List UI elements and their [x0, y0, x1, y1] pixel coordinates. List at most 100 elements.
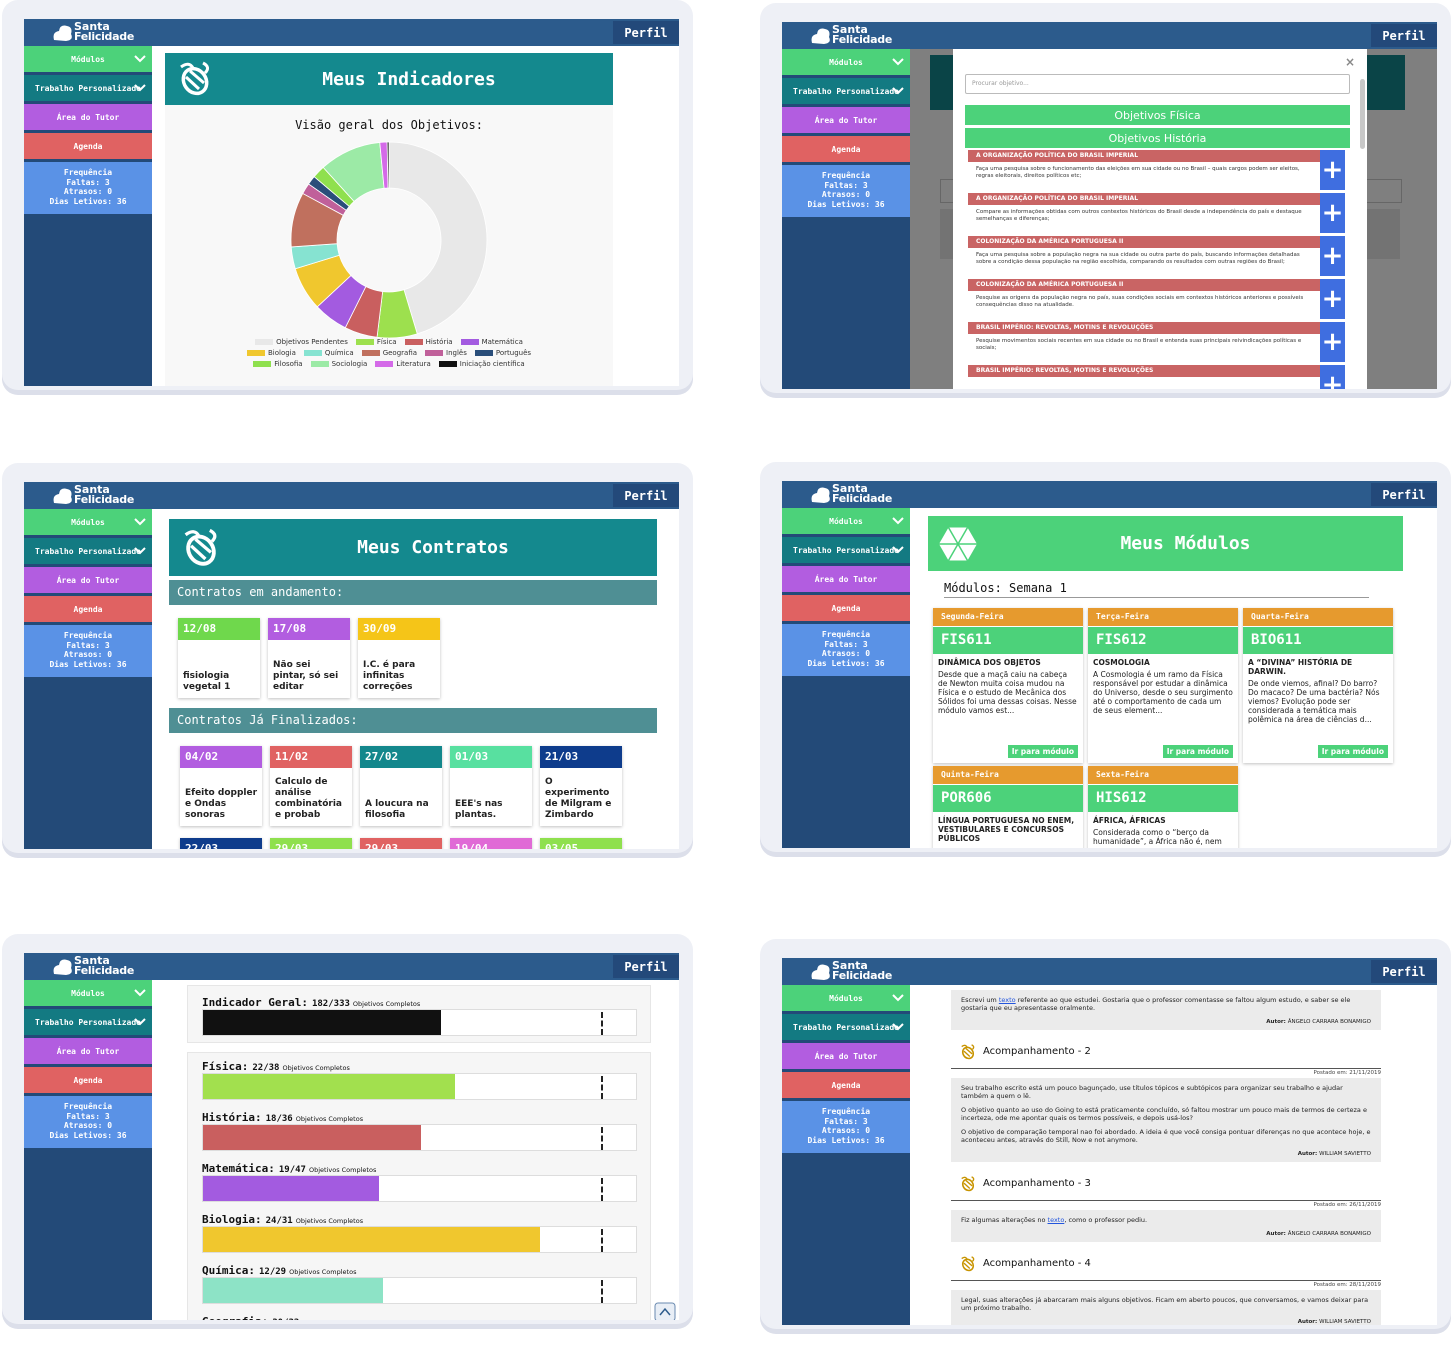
menu-label: Agenda	[831, 603, 861, 613]
menu-item[interactable]: Módulos	[782, 49, 910, 75]
menu-item[interactable]: Trabalho Personalizado	[782, 1014, 910, 1040]
menu-item[interactable]: Área do Tutor	[24, 104, 152, 130]
contract-card[interactable]: 12/08 fisiologia vegetal 1	[178, 618, 260, 698]
chevron-line	[134, 518, 146, 526]
module-button[interactable]: Ir para módulo	[1317, 745, 1388, 758]
menu-item[interactable]: Agenda	[24, 1067, 152, 1093]
objective-title: BRASIL IMPÉRIO: REVOLTAS, MOTINS E REVOL…	[976, 367, 1154, 374]
menu-item[interactable]: Módulos	[24, 46, 152, 72]
section-title: Contratos Já Finalizados:	[177, 713, 358, 727]
contract-card[interactable]: 19/04	[450, 838, 532, 849]
menu-item[interactable]: Agenda	[782, 136, 910, 162]
menu-item[interactable]: Área do Tutor	[782, 566, 910, 592]
week-title: Módulos: Semana 1	[944, 581, 1369, 598]
add-button[interactable]: +	[1320, 365, 1345, 389]
logo-icon	[811, 28, 830, 44]
attendance-line: Faltas: 3	[824, 639, 868, 649]
posted-date: 21/11/2019	[1349, 1070, 1381, 1076]
menu-item[interactable]: Módulos	[782, 985, 910, 1011]
menu-item[interactable]: Trabalho Personalizado	[782, 537, 910, 563]
profile-button[interactable]: Perfil	[613, 484, 679, 507]
menu-item[interactable]: Trabalho Personalizado	[24, 538, 152, 564]
menu-item[interactable]: Área do Tutor	[782, 107, 910, 133]
progress-label: Indicador Geral: 182/333 Objetivos Complet…	[202, 996, 420, 1009]
screen: Santa Felicidade Perfil Módulos Trabalho Per…	[782, 481, 1437, 848]
text-link[interactable]: texto	[998, 996, 1016, 1004]
legend-swatch	[303, 350, 322, 356]
brand-bottom: Felicidade	[832, 492, 892, 505]
feed-item-title: Acompanhamento - 2	[983, 1046, 1091, 1057]
profile-button[interactable]: Perfil	[613, 955, 679, 978]
subject-button[interactable]: Objetivos História	[965, 128, 1350, 148]
menu-item[interactable]: Área do Tutor	[782, 1043, 910, 1069]
progress-name: Química:	[202, 1264, 255, 1277]
contract-card[interactable]: 04/02 Efeito doppler e Ondas sonoras	[180, 746, 262, 826]
contract-card[interactable]: 29/03	[270, 838, 352, 849]
progress-name: Física:	[202, 1060, 249, 1073]
contract-card[interactable]: 03/05	[540, 838, 622, 849]
progress-label: História: 18/36 Objetivos Completos	[202, 1111, 363, 1124]
contract-card[interactable]: 01/03 EEE's nas plantas.	[450, 746, 532, 826]
contract-card[interactable]: 30/09 I.C. é para infinitas correções	[358, 618, 440, 698]
content: Meus Contratos Contratos em andamento: Con…	[152, 509, 679, 849]
attendance-line: Dias Letivos: 36	[49, 659, 127, 669]
contract-card[interactable]: 22/03	[180, 838, 262, 849]
goal-marker	[601, 1076, 603, 1099]
menu-item[interactable]: Agenda	[782, 1072, 910, 1098]
progress-name: Biologia:	[202, 1213, 262, 1226]
contract-card[interactable]: 29/03	[360, 838, 442, 849]
profile-button[interactable]: Perfil	[1371, 24, 1437, 47]
contract-card[interactable]: 11/02 Calculo de análise combinatória e p…	[270, 746, 352, 826]
search-input[interactable]: Procurar objetivo...	[965, 74, 1350, 94]
legend-label: Física	[376, 338, 397, 346]
legend: Objetivos Pendentes Física História Matemát…	[235, 338, 543, 368]
menu-item[interactable]: Trabalho Personalizado	[24, 1009, 152, 1035]
menu-item[interactable]: Área do Tutor	[24, 1038, 152, 1064]
attendance-line: Dias Letivos: 36	[807, 658, 885, 668]
contract-card[interactable]: 21/03 O experimento de Milgram e Zimbardo	[540, 746, 622, 826]
legend-item: Sociologia	[310, 360, 367, 368]
legend-item: Física	[355, 338, 397, 346]
menu-item[interactable]: Área do Tutor	[24, 567, 152, 593]
contract-card[interactable]: 17/08 Não sei pintar, só sei editar	[268, 618, 350, 698]
modal-close[interactable]: ×	[1344, 55, 1355, 69]
module-text: De onde viemos, afinal? Do barro? Do mac…	[1248, 679, 1380, 724]
add-button[interactable]: +	[1320, 322, 1345, 362]
profile-button[interactable]: Perfil	[1371, 960, 1437, 983]
contract-card[interactable]: 27/02 A loucura na filosofia	[360, 746, 442, 826]
progress-done: 12	[258, 1267, 270, 1277]
feed-paragraph: O objetivo quanto ao uso do Going to est…	[961, 1106, 1371, 1122]
profile-button[interactable]: Perfil	[1371, 483, 1437, 506]
menu-item[interactable]: Módulos	[24, 509, 152, 535]
menu-item[interactable]: Módulos	[24, 980, 152, 1006]
module-button[interactable]: Ir para módulo	[1162, 745, 1233, 758]
subject-button[interactable]: Objetivos Física	[965, 105, 1350, 125]
menu-item[interactable]: Agenda	[24, 596, 152, 622]
menu-item[interactable]: Trabalho Personalizado	[24, 75, 152, 101]
sidebar: Módulos Trabalho Personalizado Área do Tut…	[24, 46, 152, 386]
module-button[interactable]: Ir para módulo	[1007, 745, 1078, 758]
add-button[interactable]: +	[1320, 236, 1345, 276]
progress-separator: /	[328, 999, 334, 1009]
menu-item[interactable]: Trabalho Personalizado	[782, 78, 910, 104]
add-button[interactable]: +	[1320, 150, 1345, 190]
contract-date: 03/05	[545, 842, 579, 849]
donut-chart	[290, 141, 488, 339]
posted-label: Postado em:	[1313, 1070, 1350, 1076]
add-button[interactable]: +	[1320, 193, 1345, 233]
profile-button[interactable]: Perfil	[613, 21, 679, 44]
text-link[interactable]: texto	[1047, 1216, 1065, 1224]
menu-item[interactable]: Módulos	[782, 508, 910, 534]
chevron-line	[134, 1018, 146, 1026]
menu-item[interactable]: Agenda	[24, 133, 152, 159]
feed-paragraph: Seu trabalho escrito está um pouco bagun…	[961, 1084, 1371, 1100]
objective-text: Compare as informações obtidas com outro…	[976, 209, 1302, 222]
sidebar: Módulos Trabalho Personalizado Área do Tut…	[782, 49, 910, 389]
author-label: Autor:	[1266, 1019, 1288, 1025]
posted-label: Postado em:	[1313, 1202, 1350, 1208]
progress-track	[202, 1226, 637, 1253]
menu-item[interactable]: Agenda	[782, 595, 910, 621]
donut-slice	[388, 141, 488, 335]
bee-icon	[180, 61, 210, 96]
add-button[interactable]: +	[1320, 279, 1345, 319]
